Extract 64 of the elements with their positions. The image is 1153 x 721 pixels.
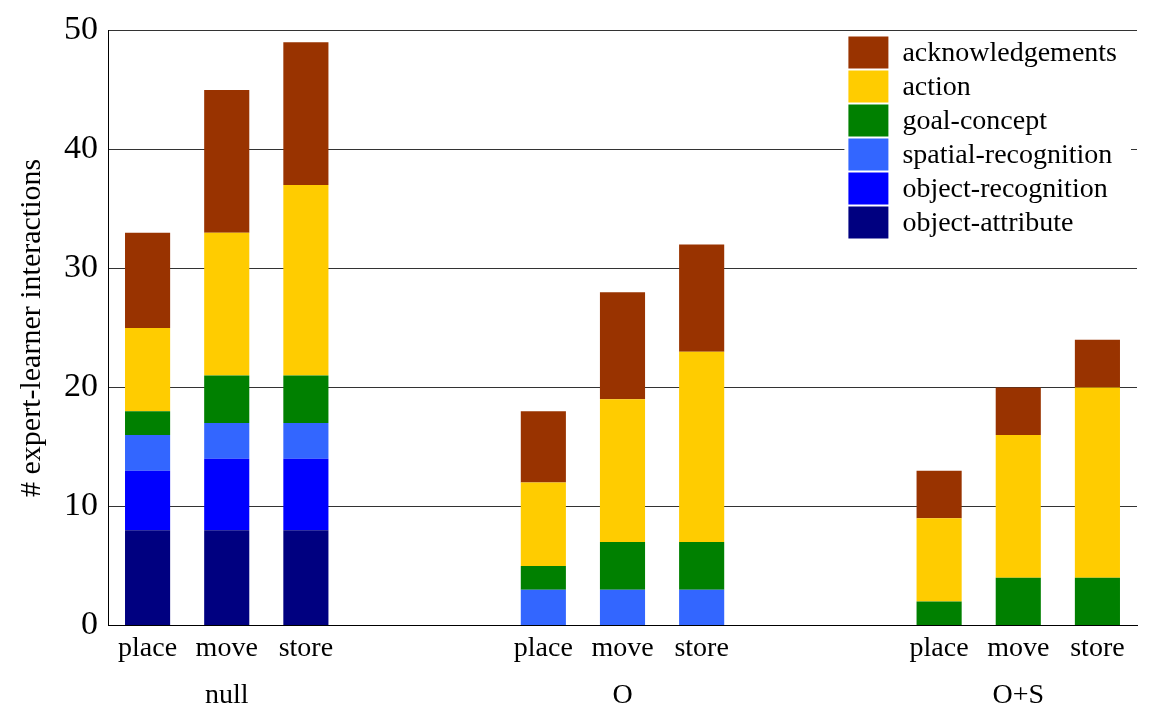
- y-tick-label: 20: [64, 366, 98, 404]
- bar: [995, 435, 1041, 578]
- bar: [520, 482, 566, 566]
- bar: [204, 423, 250, 459]
- x-tick-label: move: [195, 630, 258, 662]
- x-tick-label: move: [987, 630, 1050, 662]
- text: O: [612, 677, 633, 709]
- y-tick-label: 30: [64, 247, 98, 285]
- bar: [283, 423, 329, 459]
- bar: [679, 542, 725, 590]
- legend-label: goal-concept: [902, 103, 1048, 135]
- bar: [679, 244, 725, 352]
- bar: [125, 470, 171, 531]
- bar: [125, 232, 171, 328]
- x-tick-label: place: [118, 630, 178, 662]
- bar: [283, 530, 329, 625]
- bar: [204, 458, 250, 531]
- bar: [125, 327, 171, 412]
- bar: [204, 232, 250, 376]
- y-tick-label: 0: [81, 604, 98, 642]
- legend-label: spatial-recognition: [902, 137, 1113, 169]
- bar: [1074, 339, 1120, 388]
- bar: [679, 351, 725, 543]
- y-tick-label: 40: [64, 128, 98, 166]
- legend-label: acknowledgements: [902, 35, 1117, 67]
- bar: [283, 42, 329, 186]
- bar: [599, 399, 646, 543]
- bar: [283, 185, 329, 376]
- bar: [125, 435, 171, 471]
- bar: [599, 292, 646, 400]
- x-tick-label: store: [1070, 630, 1125, 662]
- bar: [995, 577, 1041, 625]
- bar: [995, 387, 1041, 435]
- bar: [520, 589, 566, 625]
- bar: [283, 375, 329, 424]
- legend-label: action: [902, 69, 971, 101]
- bar: [204, 89, 250, 233]
- x-tick-label: place: [513, 630, 573, 662]
- bar: [916, 601, 962, 625]
- x-tick-label: move: [591, 630, 654, 662]
- bar: [599, 589, 646, 625]
- x-tick-label: place: [909, 630, 969, 662]
- bar: [204, 530, 250, 625]
- bar: [1074, 387, 1120, 578]
- text: O+S: [992, 677, 1045, 709]
- bar: [125, 530, 171, 625]
- x-tick-label: store: [674, 630, 729, 662]
- legend-label: object-attribute: [902, 205, 1074, 237]
- bar: [679, 589, 725, 625]
- bar: [520, 411, 566, 483]
- text: null: [204, 677, 249, 709]
- y-axis-title: # expert-learner interactions: [12, 158, 46, 497]
- bar: [1074, 577, 1120, 625]
- bar: [599, 542, 646, 590]
- y-tick-label: 10: [64, 485, 98, 523]
- bar: [520, 565, 566, 590]
- bar: [916, 470, 962, 519]
- x-tick-label: store: [278, 630, 334, 662]
- bar: [204, 375, 250, 424]
- bar: [916, 518, 962, 602]
- bar: [125, 411, 171, 435]
- bar: [283, 458, 329, 531]
- y-tick-label: 50: [64, 9, 98, 47]
- legend-label: object-recognition: [902, 171, 1108, 203]
